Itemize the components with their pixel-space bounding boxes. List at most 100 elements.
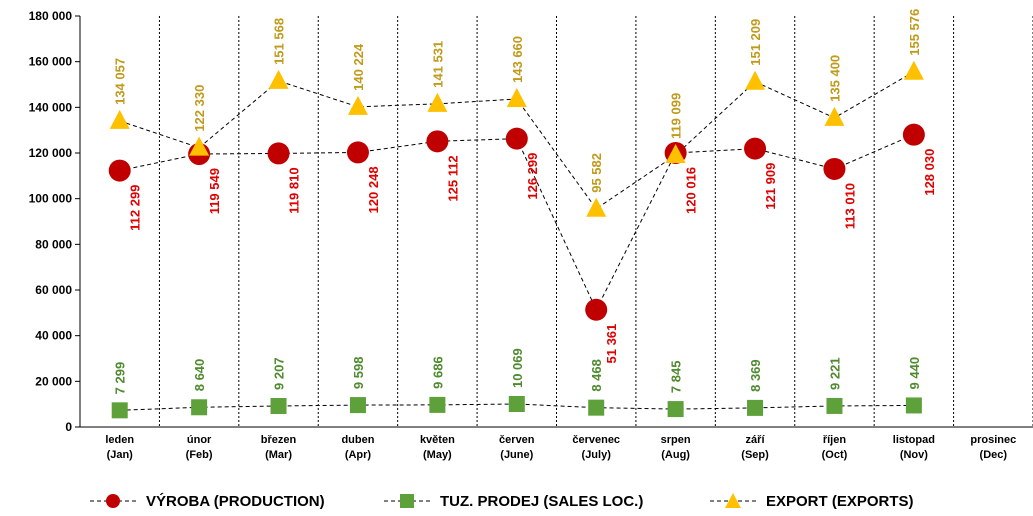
x-tick-label: červenec [572,434,620,446]
data-label-sales-loc: 8 369 [748,359,763,392]
y-tick-label: 180 000 [29,9,73,23]
data-label-exports: 134 057 [113,58,128,105]
legend-item-sales-loc: TUZ. PRODEJ (SALES LOC.) [382,488,643,514]
data-label-exports: 143 660 [510,36,525,83]
legend-label-production: VÝROBA (PRODUCTION) [146,492,325,510]
series-line-1 [119,403,914,411]
x-tick-label: červen [499,434,535,446]
point-production [426,130,449,153]
x-tick-sublabel: (Sep) [741,449,769,461]
data-label-production: 128 030 [922,149,937,196]
x-tick-label: březen [261,434,297,446]
data-label-production: 51 361 [604,324,619,364]
point-sales-loc [588,399,605,416]
data-label-production: 119 810 [287,167,302,213]
x-tick-sublabel: (Mar) [265,449,292,461]
data-label-production: 121 909 [763,163,778,210]
point-exports [745,70,766,90]
x-tick-sublabel: (Dec) [980,449,1008,461]
data-label-production: 113 010 [842,183,857,229]
point-production [902,123,925,146]
y-tick-label: 140 000 [29,100,73,114]
point-production [823,157,846,180]
x-tick-label: leden [105,434,134,446]
data-label-exports: 141 531 [430,41,445,88]
point-exports [109,109,130,129]
legend-swatch-square-icon [384,494,430,508]
data-label-sales-loc: 7 845 [669,361,684,394]
point-exports [824,106,845,126]
data-label-production: 119 549 [207,168,222,214]
data-label-production: 112 299 [128,185,143,231]
point-exports [586,197,607,217]
x-tick-sublabel: (May) [423,449,452,461]
legend-item-production: VÝROBA (PRODUCTION) [88,488,325,514]
point-production [505,127,528,150]
x-tick-label: prosinec [970,434,1016,446]
point-sales-loc [747,399,764,416]
point-sales-loc [905,397,922,414]
y-tick-label: 100 000 [29,192,73,206]
point-production [108,159,131,182]
point-sales-loc [508,396,525,413]
data-label-exports: 135 400 [827,55,842,102]
x-tick-label: květen [420,434,455,446]
x-tick-sublabel: (July) [582,449,612,461]
data-label-sales-loc: 10 069 [510,348,525,388]
data-label-sales-loc: 7 299 [113,362,128,395]
point-exports [427,92,448,112]
x-tick-label: listopad [893,434,935,446]
y-tick-label: 20 000 [35,374,72,388]
data-label-exports: 155 576 [907,9,922,56]
x-tick-label: září [746,434,766,446]
x-tick-sublabel: (Oct) [822,449,848,461]
data-label-sales-loc: 9 686 [430,356,445,389]
legend-swatch-triangle-icon [710,493,756,508]
point-exports [189,136,210,156]
y-tick-label: 80 000 [35,237,72,251]
legend-label-exports: EXPORT (EXPORTS) [766,492,914,510]
data-label-exports: 151 568 [272,18,287,65]
x-tick-sublabel: (Feb) [186,449,213,461]
y-tick-label: 0 [65,420,72,434]
legend-swatch-circle-icon [90,494,136,508]
data-label-production: 126 299 [525,153,540,200]
x-tick-sublabel: (Apr) [345,449,372,461]
line-chart: 0 20 000 40 000 60 000 80 000 100 000 120 000 1… [29,9,1033,461]
y-tick-label: 60 000 [35,283,72,297]
data-label-production: 125 112 [445,155,460,201]
data-label-sales-loc: 8 468 [589,359,604,392]
point-exports [506,87,527,107]
point-exports [903,60,924,80]
point-production [346,141,369,164]
x-tick-sublabel: (Jan) [107,449,134,461]
x-tick-sublabel: (June) [500,449,533,461]
y-tick-label: 160 000 [29,55,73,69]
point-production [267,142,290,165]
data-label-exports: 151 209 [748,19,763,66]
data-label-exports: 119 099 [669,93,684,139]
x-tick-label: duben [341,434,374,446]
data-label-production: 120 016 [684,167,699,214]
y-tick-label: 40 000 [35,329,72,343]
legend-item-exports: EXPORT (EXPORTS) [708,488,914,514]
data-label-sales-loc: 9 207 [272,357,287,390]
data-label-sales-loc: 9 221 [827,357,842,390]
data-label-exports: 95 582 [589,153,604,193]
point-exports [268,69,289,89]
point-sales-loc [191,399,208,416]
x-tick-sublabel: (Nov) [900,449,928,461]
point-sales-loc [667,401,684,418]
point-sales-loc [826,397,843,414]
data-label-sales-loc: 8 640 [192,359,207,392]
x-tick-label: srpen [661,434,691,446]
point-sales-loc [349,397,366,414]
chart-legend: VÝROBA (PRODUCTION) TUZ. PRODEJ (SALES L… [0,488,1033,514]
point-exports [665,144,686,164]
point-production [744,137,767,160]
data-label-exports: 122 330 [192,85,207,132]
point-sales-loc [429,396,446,413]
point-sales-loc [111,402,128,419]
point-production [585,298,608,321]
x-tick-sublabel: (Aug) [661,449,690,461]
